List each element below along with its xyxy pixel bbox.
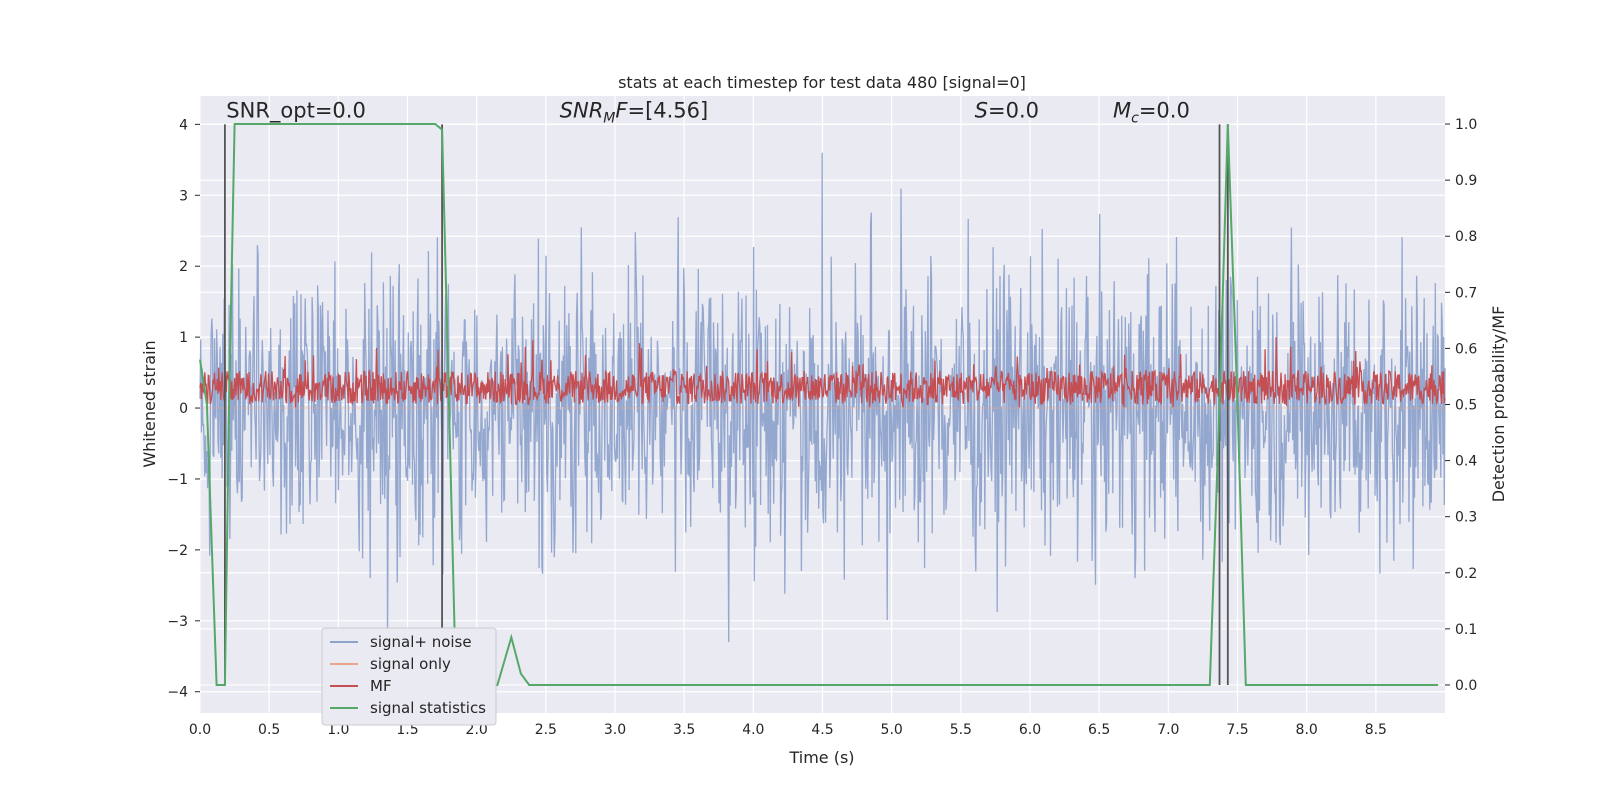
x-tick-label: 8.0 <box>1296 722 1318 738</box>
x-tick-label: 6.5 <box>1088 722 1110 738</box>
y-tick-label: −1 <box>167 472 188 488</box>
y2-tick-label: 0.4 <box>1455 454 1477 470</box>
y-tick-label: 0 <box>179 401 188 417</box>
x-tick-labels: 0.0 0.5 1.0 1.5 2.0 2.5 3.0 3.5 4.0 4.5 5.0 5.5 6.0 6… <box>189 722 1387 738</box>
y2-tick-label: 0.2 <box>1455 566 1477 582</box>
y2-tick-label: 1.0 <box>1455 117 1477 133</box>
x-tick-label: 1.0 <box>327 722 349 738</box>
y2-tick-label: 0.7 <box>1455 285 1477 301</box>
y-tick-label: −4 <box>167 685 188 701</box>
y-tick-label: 3 <box>179 188 188 204</box>
y2-tick-label: 0.8 <box>1455 229 1477 245</box>
x-tick-label: 0.0 <box>189 722 211 738</box>
legend-entry-mf: MF <box>330 677 392 695</box>
legend-label: signal statistics <box>370 699 486 717</box>
y2-tick-label: 0.1 <box>1455 622 1477 638</box>
y-tick-label: 2 <box>179 259 188 275</box>
x-tick-label: 3.5 <box>673 722 695 738</box>
x-tick-label: 8.5 <box>1365 722 1387 738</box>
signal-noise-line <box>199 152 1446 643</box>
y-tick-label: 4 <box>179 117 188 133</box>
legend-entry-signal-noise: signal+ noise <box>330 633 472 651</box>
y-tick-label: −2 <box>167 543 188 559</box>
x-tick-label: 5.0 <box>881 722 903 738</box>
y2-tick-labels: 1.0 0.9 0.8 0.7 0.6 0.5 0.4 0.3 0.2 0.1 0.0 <box>1445 117 1477 694</box>
y2-tick-label: 0.9 <box>1455 173 1477 189</box>
annotation-snr-opt: SNR_opt=0.0 <box>226 98 366 123</box>
x-tick-label: 2.0 <box>466 722 488 738</box>
legend-entry-signal-only: signal only <box>330 655 451 673</box>
x-tick-label: 2.5 <box>535 722 557 738</box>
x-tick-label: 1.5 <box>396 722 418 738</box>
y2-tick-label: 0.5 <box>1455 398 1477 414</box>
annotation-snr-mf: SNRMF=[4.56] <box>560 98 709 126</box>
y-tick-labels: 4 3 2 1 0 −1 −2 −3 −4 <box>167 117 200 701</box>
annotation-mc: Mc=0.0 <box>1113 98 1190 126</box>
x-tick-label: 7.5 <box>1226 722 1248 738</box>
legend-label: MF <box>370 677 392 695</box>
annotation-s: S=0.0 <box>975 98 1039 122</box>
legend-label: signal only <box>370 655 451 673</box>
y-tick-label: 1 <box>179 330 188 346</box>
x-tick-label: 6.0 <box>1019 722 1041 738</box>
legend-box <box>321 627 497 726</box>
x-tick-label: 7.0 <box>1157 722 1179 738</box>
legend-label: signal+ noise <box>370 633 472 651</box>
x-axis-label: Time (s) <box>788 748 854 767</box>
x-tick-label: 0.5 <box>258 722 280 738</box>
x-tick-label: 3.0 <box>604 722 626 738</box>
x-tick-label: 4.0 <box>742 722 764 738</box>
y2-tick-label: 0.6 <box>1455 341 1477 357</box>
legend: signal+ noise signal only MF signal stat… <box>321 627 497 726</box>
x-tick-label: 5.5 <box>950 722 972 738</box>
y2-tick-label: 0.3 <box>1455 510 1477 526</box>
y-tick-label: −3 <box>167 614 188 630</box>
annotations: SNR_opt=0.0 SNRMF=[4.56] S=0.0 Mc=0.0 <box>226 98 1190 126</box>
x-tick-label: 4.5 <box>811 722 833 738</box>
legend-entry-signal-statistics: signal statistics <box>330 699 486 717</box>
chart-title: stats at each timestep for test data 480… <box>618 73 1026 92</box>
y-axis-label: Whitened strain <box>140 340 159 467</box>
y2-axis-label: Detection probability/MF <box>1489 306 1508 503</box>
y2-tick-label: 0.0 <box>1455 678 1477 694</box>
